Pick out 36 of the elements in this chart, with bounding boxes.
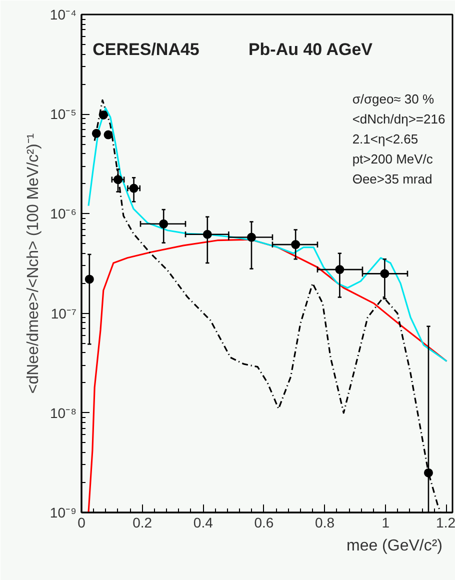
y-tick-label: 10⁻⁹ (50, 504, 77, 520)
point (84, 274, 94, 284)
point (159, 219, 168, 228)
x-tick-label: 0.8 (315, 514, 335, 530)
line-series (88, 107, 448, 362)
annotation: <dNch/dη>=216 (352, 112, 446, 127)
x-tick-label: 0 (78, 514, 86, 530)
point (202, 230, 212, 239)
x-tick-label: 1.2 (436, 514, 455, 530)
y-axis-title: <dNee/dmee>/<Nch> (100 MeV/c²)⁻¹ (24, 133, 42, 394)
point (92, 128, 101, 138)
y-tick-label: 10⁻⁴ (50, 6, 77, 22)
point (246, 232, 256, 242)
point (291, 240, 300, 250)
annotation: pt>200 MeV/c (352, 151, 434, 166)
x-tick-label: 1 (382, 514, 390, 530)
y-tick-label: 10⁻⁷ (50, 305, 77, 322)
point (129, 184, 138, 193)
annotation: CERES/NA45 (92, 40, 200, 59)
annotation: Pb-Au 40 AGeV (248, 40, 374, 59)
point (104, 130, 113, 140)
x-tick-label: 0.6 (254, 514, 274, 530)
x-axis-title: mee (GeV/c²) (346, 538, 442, 554)
point (335, 265, 344, 274)
point (113, 175, 122, 184)
x-tick-label: 0.2 (132, 514, 152, 530)
point (424, 468, 433, 478)
x-tick-label: 0.4 (193, 514, 214, 530)
annotation: Θee>35 mrad (352, 171, 432, 186)
annotation: 2.1<η<2.65 (352, 132, 418, 146)
y-tick-label: 10⁻⁸ (50, 404, 77, 421)
annotation: σ/σgeo≈ 30 % (352, 92, 434, 107)
point (98, 110, 108, 120)
point (380, 269, 390, 278)
y-tick-label: 10⁻⁶ (50, 206, 77, 222)
y-tick-label: 10⁻⁵ (50, 106, 77, 122)
